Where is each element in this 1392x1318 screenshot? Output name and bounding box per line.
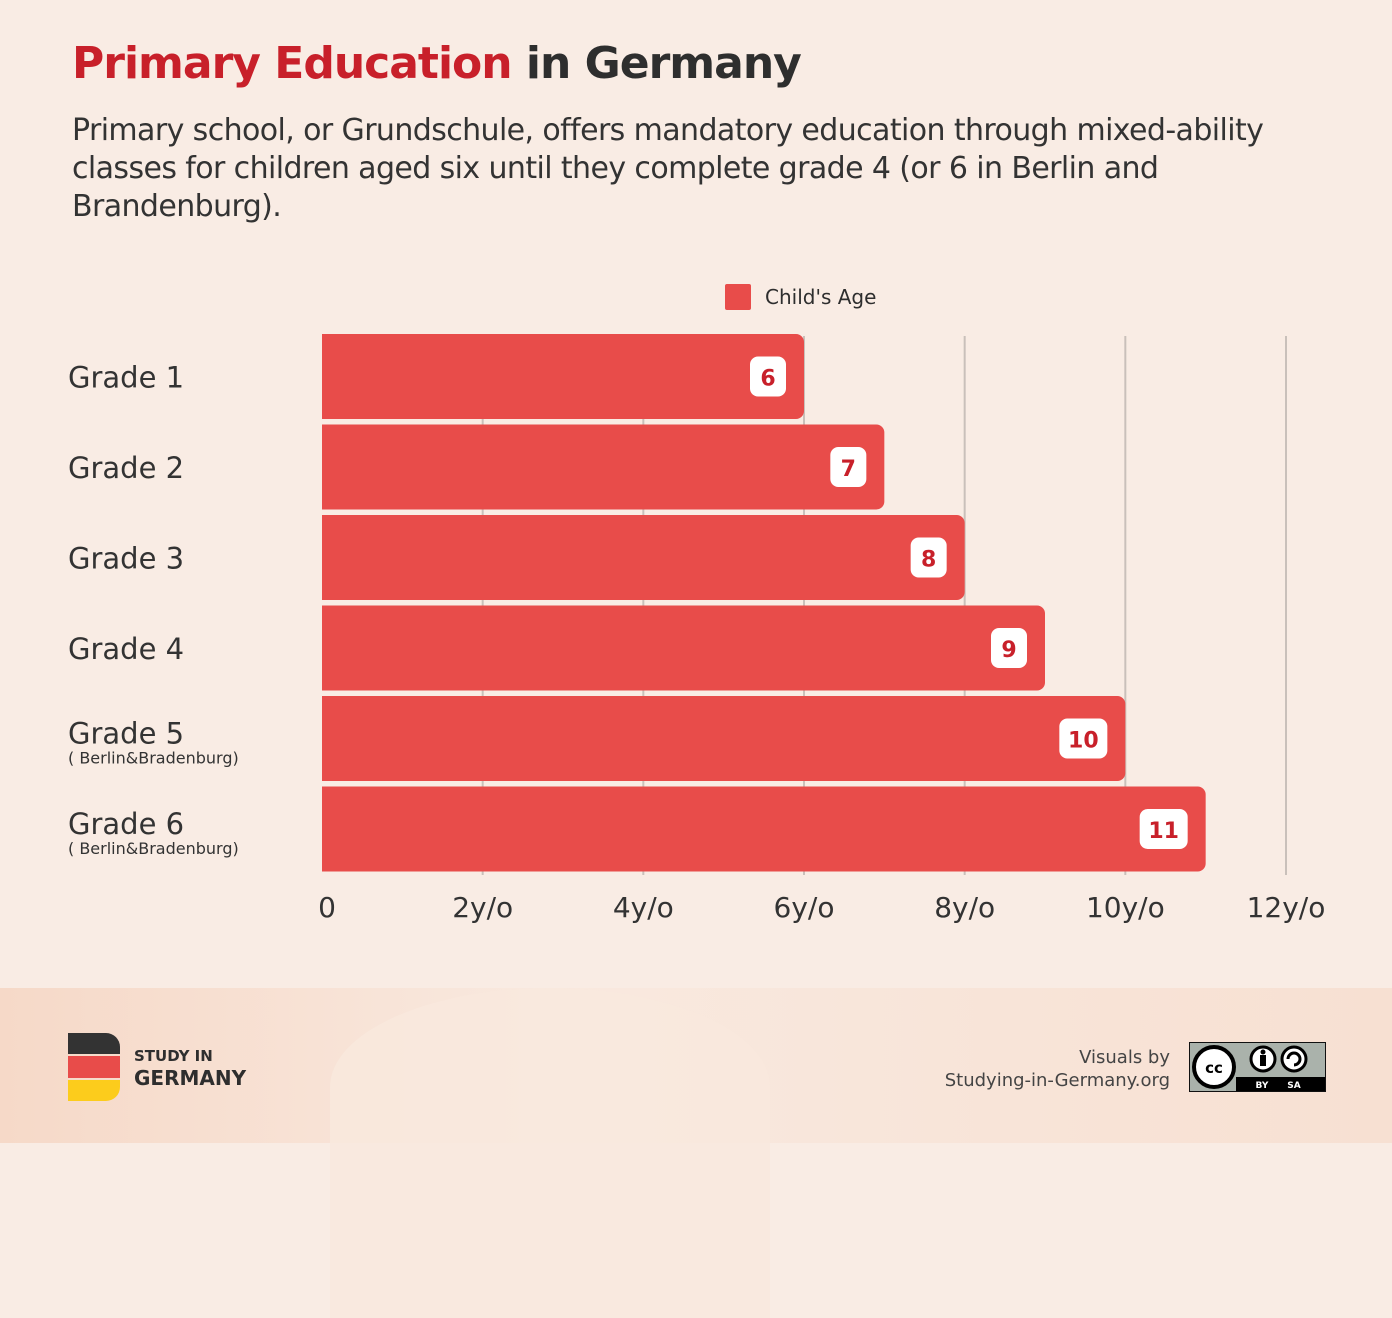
data-label: 10 <box>1068 729 1099 754</box>
svg-text:BY: BY <box>1256 1081 1269 1091</box>
category-label: Grade 4 <box>68 632 184 666</box>
cc-by-sa-license-icon: cc BY SA <box>1189 1042 1326 1092</box>
bar <box>322 696 1126 781</box>
logo-line2: GERMANY <box>134 1066 247 1090</box>
x-tick-label: 4y/o <box>613 891 674 924</box>
svg-text:SA: SA <box>1287 1081 1300 1091</box>
study-in-germany-logo: STUDY IN GERMANY <box>68 1033 246 1101</box>
category-label: Grade 2 <box>68 451 184 485</box>
bar <box>322 605 1045 691</box>
bar <box>322 786 1206 872</box>
bar <box>322 424 885 510</box>
data-label: 7 <box>841 457 856 482</box>
credit: Visuals by Studying-in-Germany.org <box>945 1046 1170 1092</box>
category-label: Grade 1 <box>68 361 184 395</box>
category-label: Grade 6 <box>68 807 184 841</box>
data-label: 8 <box>921 548 936 573</box>
bar-chart: 0 2y/o 4y/o 6y/o 8y/o 10y/o 12y/o 6 Grade 1 7 Grad… <box>68 334 1326 924</box>
title-rest: in Germany <box>511 38 802 89</box>
x-tick-label: 10y/o <box>1086 891 1165 924</box>
data-label-box <box>910 537 947 578</box>
svg-text:cc: cc <box>1205 1059 1223 1077</box>
x-tick-label: 2y/o <box>452 891 513 924</box>
data-label-box <box>1059 718 1108 759</box>
data-label: 11 <box>1148 819 1179 844</box>
footer: STUDY IN GERMANY Visuals by Studying-in-… <box>0 988 1392 1318</box>
credit-line1: Visuals by <box>1079 1047 1170 1068</box>
data-label: 6 <box>760 367 775 392</box>
x-tick-label: 6y/o <box>774 891 835 924</box>
bar <box>322 334 804 419</box>
legend: Child's Age <box>725 284 876 310</box>
category-note: ( Berlin&Bradenburg) <box>68 839 239 858</box>
subtitle: Primary school, or Grundschule, offers m… <box>72 113 1264 224</box>
title-highlight: Primary Education <box>72 38 513 89</box>
category-label: Grade 5 <box>68 717 184 751</box>
bar <box>322 515 965 600</box>
legend-label: Child's Age <box>765 285 877 309</box>
data-label-box <box>1139 809 1188 849</box>
logo-line1: STUDY IN <box>134 1047 213 1065</box>
x-tick-label: 8y/o <box>934 891 995 924</box>
legend-swatch <box>725 284 751 310</box>
data-label-box <box>750 356 786 397</box>
data-label: 9 <box>1001 638 1016 663</box>
data-label-box <box>830 447 867 487</box>
category-label: Grade 3 <box>68 542 184 576</box>
category-note: ( Berlin&Bradenburg) <box>68 749 239 768</box>
decorative-shape <box>330 988 770 1318</box>
x-tick-label: 0 <box>318 891 336 924</box>
page-title: Primary Education in Germany <box>72 38 802 89</box>
credit-line2: Studying-in-Germany.org <box>944 1070 1170 1091</box>
german-flag-icon <box>68 1033 120 1101</box>
data-label-box <box>991 628 1027 668</box>
x-tick-label: 12y/o <box>1247 891 1326 924</box>
